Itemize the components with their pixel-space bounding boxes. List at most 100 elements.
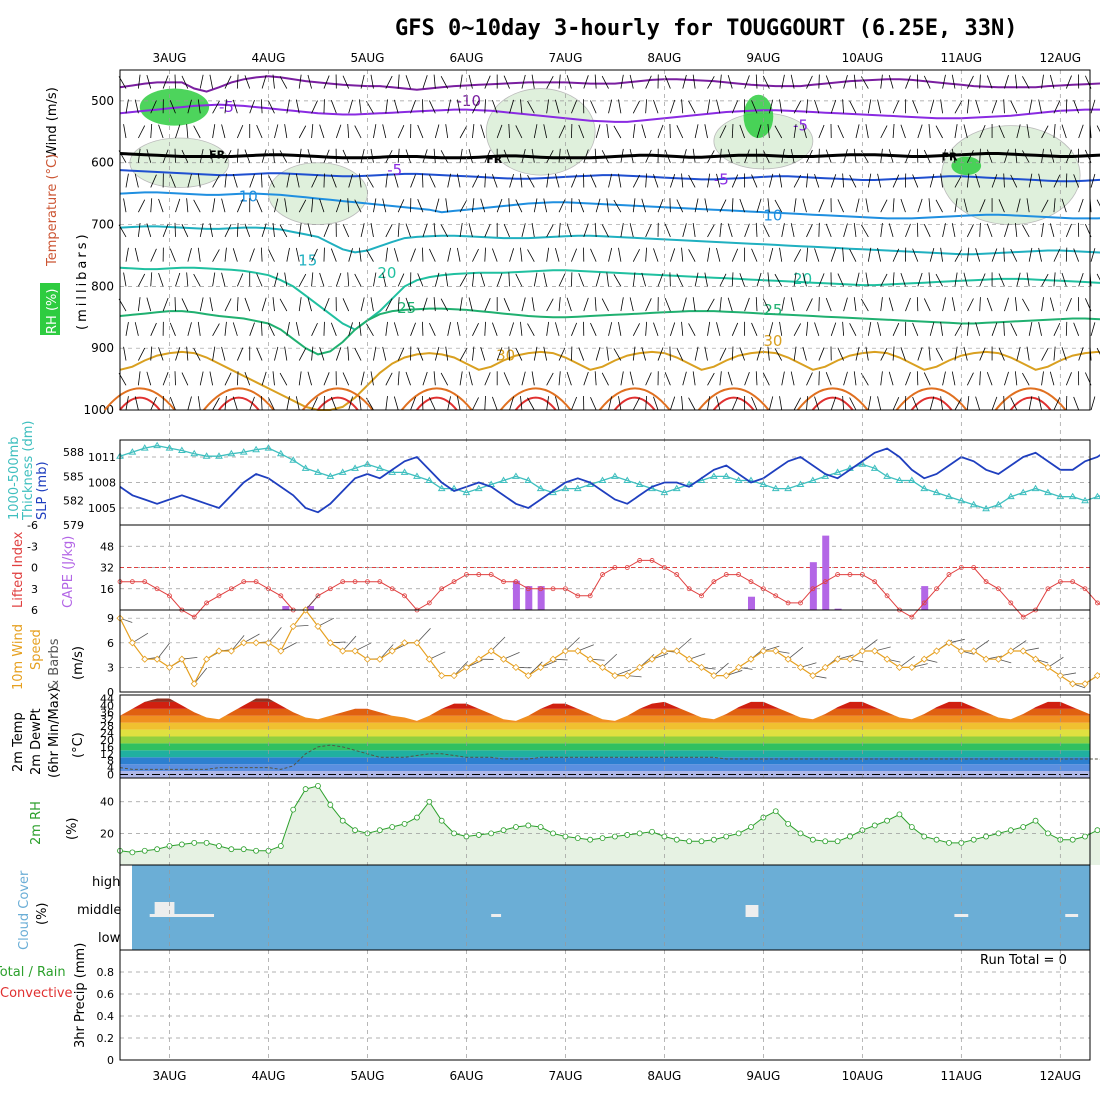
rh2m-point xyxy=(501,828,506,833)
wind-barb xyxy=(460,126,467,138)
wind-barb xyxy=(590,397,596,410)
rh2m-point xyxy=(1070,837,1075,842)
wind10-point xyxy=(253,640,259,646)
wind-barb xyxy=(520,322,521,336)
wind-barb xyxy=(274,124,277,138)
wind-barb xyxy=(819,199,824,212)
wind-barb xyxy=(492,174,497,187)
wind-barb xyxy=(980,348,985,361)
temp-ytick-36: 36 xyxy=(100,706,114,719)
wind-barb xyxy=(386,248,388,262)
day-label-top-3AUG: 3AUG xyxy=(153,51,187,65)
wind-barb xyxy=(1004,322,1005,336)
wind-barb xyxy=(245,224,250,237)
wind-barb xyxy=(955,249,962,261)
rh2m-point xyxy=(328,802,333,807)
wind-barb xyxy=(522,223,525,237)
wind-barb xyxy=(1039,396,1042,410)
wind-barb xyxy=(481,199,485,212)
wind-barb xyxy=(1062,273,1066,286)
wind-barb xyxy=(633,249,639,261)
wind-barb xyxy=(1011,323,1017,336)
wind-barb xyxy=(794,198,796,212)
wind-barb xyxy=(423,372,427,385)
slp-ytick-1005: 1005 xyxy=(88,502,116,515)
wind-barb xyxy=(930,174,934,188)
wind-barb xyxy=(555,322,559,336)
wind-barb xyxy=(469,372,472,386)
wind-barb xyxy=(705,124,708,138)
cape-bar-9 xyxy=(921,586,928,610)
wind-barb xyxy=(1039,322,1042,336)
label-cloud-unit: (%) xyxy=(35,903,50,926)
cape-bar-5 xyxy=(748,597,755,610)
wind-barb xyxy=(485,298,490,311)
wind-barb xyxy=(756,297,757,311)
wind-barb xyxy=(806,76,812,89)
cape-ytick-16: 16 xyxy=(100,583,114,596)
rh2m-point xyxy=(946,840,951,845)
temp-band-2 xyxy=(120,757,1090,764)
wind-barb xyxy=(913,174,918,187)
wind-barb xyxy=(943,75,946,89)
wind-barb xyxy=(943,297,946,311)
wind-barb xyxy=(794,323,801,335)
wind-barb xyxy=(763,373,769,386)
rh2m-point xyxy=(254,848,259,853)
day-label-bottom-5AUG: 5AUG xyxy=(350,1069,384,1083)
wind-barb xyxy=(609,248,612,262)
wind-barb xyxy=(614,274,621,286)
wind-barb xyxy=(646,224,652,237)
label-thickness-2: Thickness (dm) xyxy=(21,421,36,521)
wind-barb xyxy=(343,372,349,385)
wind-barb xyxy=(757,347,761,360)
cape-bar-2 xyxy=(513,581,520,610)
wind-barb xyxy=(913,323,918,336)
wind-barb xyxy=(693,223,695,237)
day-label-bottom-8AUG: 8AUG xyxy=(647,1069,681,1083)
wind-barb xyxy=(806,224,812,237)
wind-ytick-9: 9 xyxy=(107,612,114,625)
day-label-bottom-11AUG: 11AUG xyxy=(941,1069,983,1083)
rh2m-ytick-20: 20 xyxy=(100,827,114,840)
wind-barb xyxy=(213,347,215,361)
wind-barb xyxy=(878,396,881,410)
wind-barb xyxy=(806,248,807,262)
wind-barb xyxy=(435,273,439,287)
rh2m-point xyxy=(551,831,556,836)
wind-barb xyxy=(607,272,609,286)
rh2m-point xyxy=(773,809,778,814)
wind-barb xyxy=(1091,397,1095,410)
wind-barb xyxy=(689,323,696,335)
wind-barb xyxy=(893,198,894,212)
isotherm-label-13: 25 xyxy=(397,299,416,317)
precip-ytick-0: 0 xyxy=(107,1054,114,1067)
label-cloud: Cloud Cover xyxy=(17,870,32,950)
wind-barb xyxy=(844,223,848,236)
rh-region-2 xyxy=(486,89,595,176)
wind-barb xyxy=(151,272,152,286)
wind-barb xyxy=(287,322,290,336)
cloud-block-1 xyxy=(150,914,214,917)
wind-barb xyxy=(708,322,710,336)
precip-ytick-0.6: 0.6 xyxy=(97,988,115,1001)
wind-barb xyxy=(250,174,255,187)
label-cape: CAPE (J/kg) xyxy=(61,536,76,608)
wind-barb xyxy=(135,322,138,336)
rh2m-point xyxy=(377,828,382,833)
wind-barb xyxy=(618,99,620,113)
wind-barb xyxy=(175,125,179,138)
wind-barb xyxy=(1004,224,1008,237)
wind-barb xyxy=(170,249,175,262)
wind-barb xyxy=(720,371,721,385)
wind-barb xyxy=(394,397,398,410)
wind-barb xyxy=(287,248,290,262)
wind-barb xyxy=(705,273,708,287)
wind-barb xyxy=(670,174,674,187)
wind-barb xyxy=(520,174,521,188)
wind-barb xyxy=(901,199,906,212)
wind-barb xyxy=(213,124,215,138)
wind-barb xyxy=(261,248,262,262)
panel-precip xyxy=(120,950,1090,1060)
